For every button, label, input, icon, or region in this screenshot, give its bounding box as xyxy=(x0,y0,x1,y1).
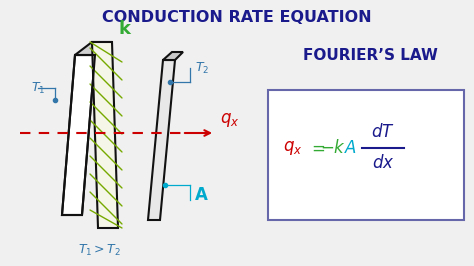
Text: $=$: $=$ xyxy=(308,139,325,157)
Polygon shape xyxy=(163,52,183,60)
Text: $-k$: $-k$ xyxy=(320,139,346,157)
Bar xyxy=(268,90,464,220)
Text: $dT$: $dT$ xyxy=(371,123,395,141)
Polygon shape xyxy=(148,60,175,220)
Text: CONDUCTION RATE EQUATION: CONDUCTION RATE EQUATION xyxy=(102,10,372,26)
Text: $A$: $A$ xyxy=(344,139,357,157)
Text: $dx$: $dx$ xyxy=(372,154,394,172)
Polygon shape xyxy=(92,42,118,228)
Text: $q_x$: $q_x$ xyxy=(220,111,239,129)
Text: FOURIER’S LAW: FOURIER’S LAW xyxy=(302,48,438,63)
Polygon shape xyxy=(62,55,95,215)
Text: $T_1  >T_2$: $T_1 >T_2$ xyxy=(78,242,121,257)
Text: $q_x$: $q_x$ xyxy=(283,139,302,157)
Text: $T_1$: $T_1$ xyxy=(31,80,45,95)
Polygon shape xyxy=(75,42,112,55)
Text: k: k xyxy=(119,20,131,38)
Text: A: A xyxy=(195,186,208,204)
Text: $T_2$: $T_2$ xyxy=(195,60,209,76)
